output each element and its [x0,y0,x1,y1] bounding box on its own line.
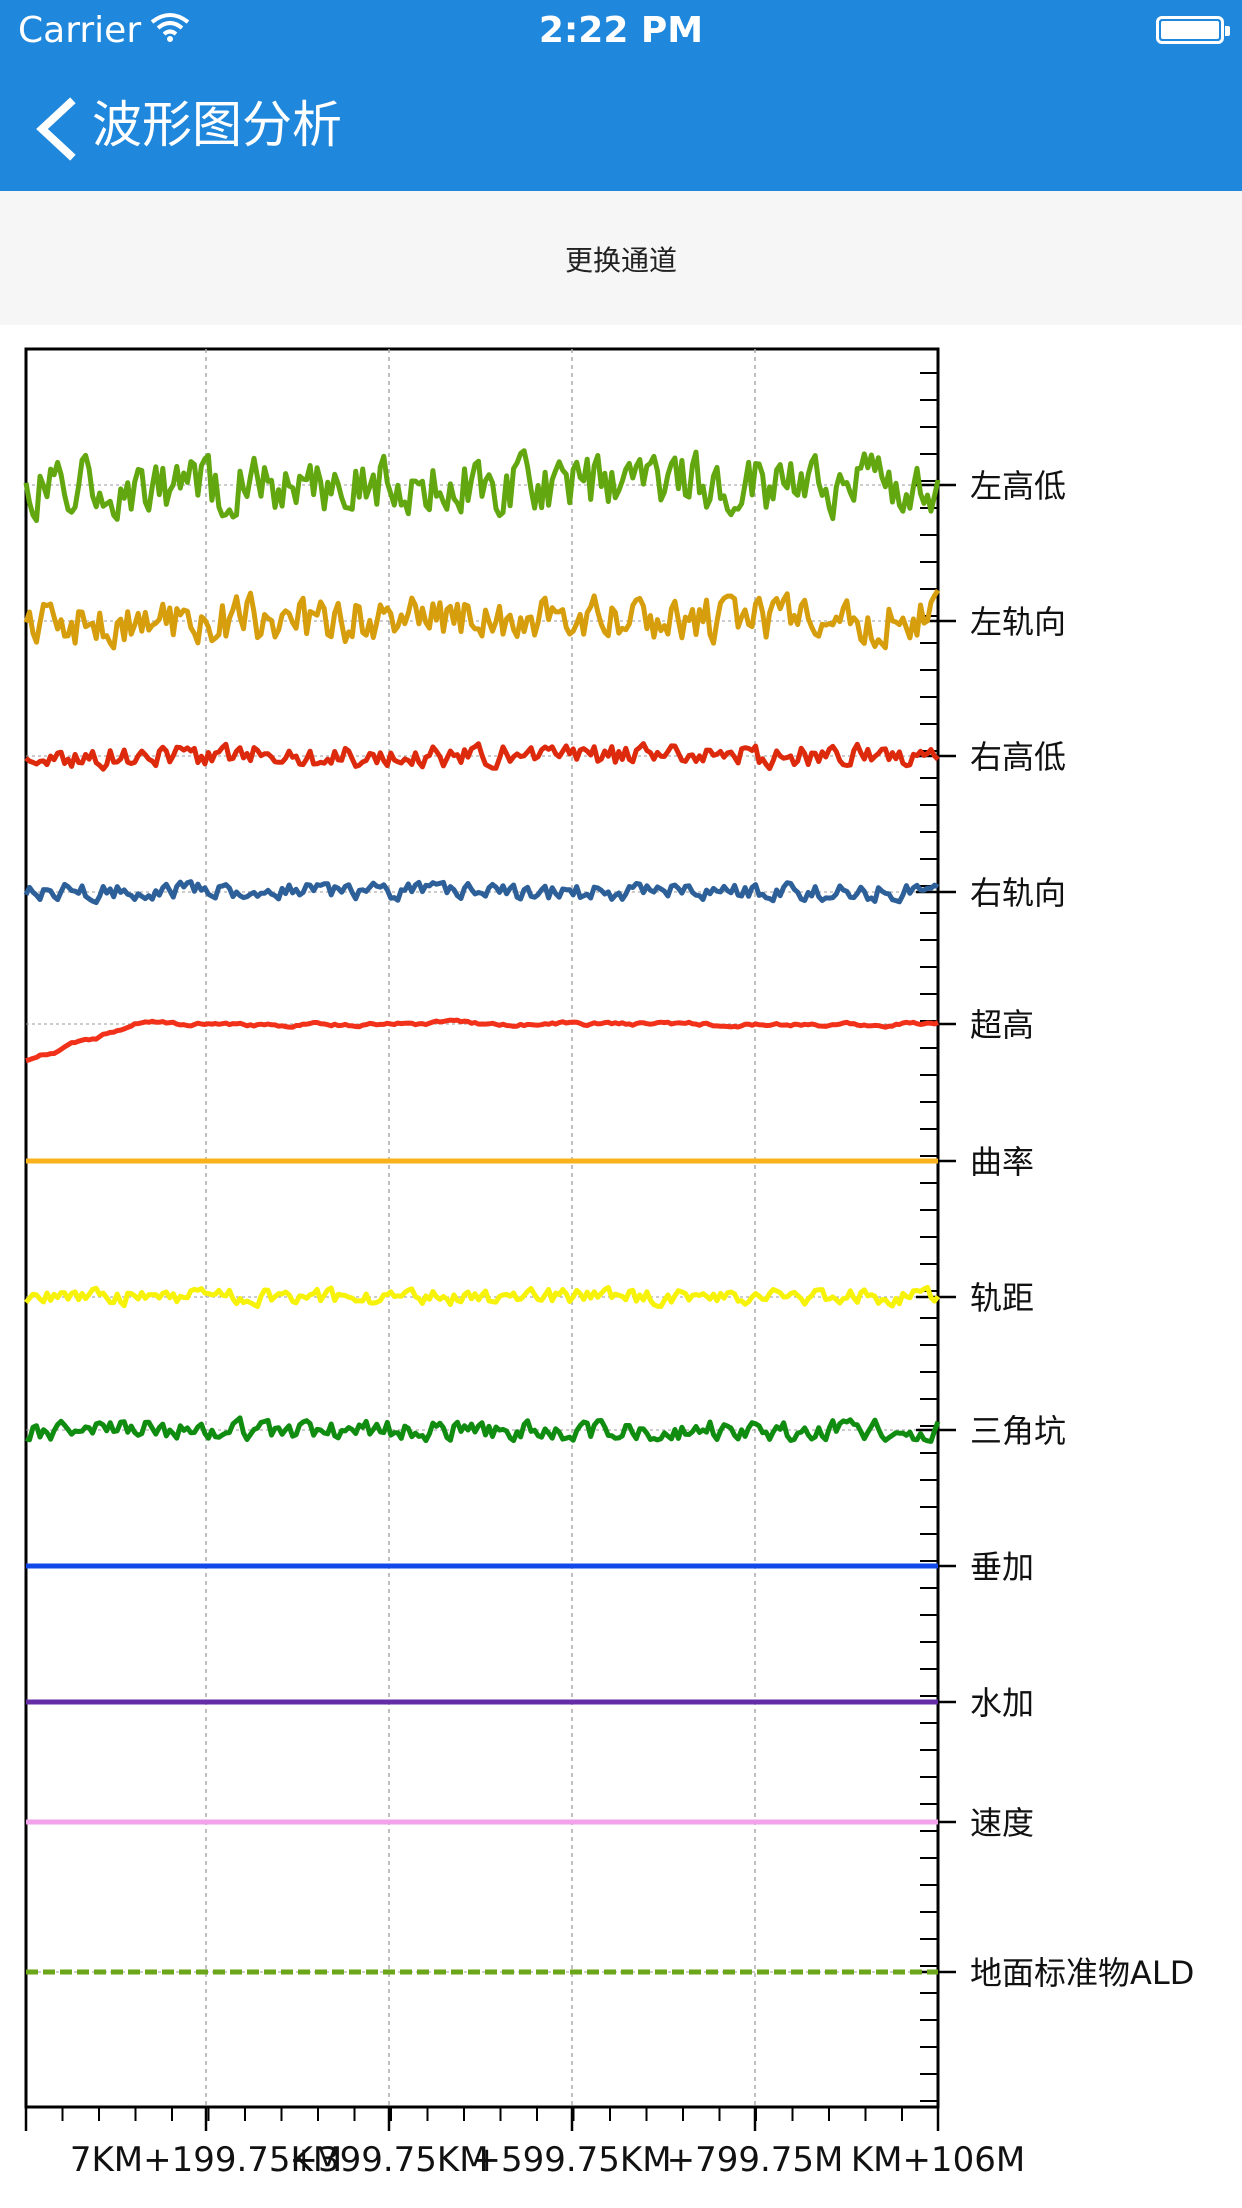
channel-label-10: 速度 [970,1804,1034,1842]
series-line-3 [23,879,940,905]
status-bar: Carrier 2:22 PM [0,0,1242,63]
channel-label-2: 右高低 [970,738,1066,776]
x-tick-label-4: KM+106M [851,2140,1025,2180]
channel-label-5: 曲率 [970,1143,1034,1181]
channel-label-9: 水加 [970,1684,1034,1722]
chevron-left-icon[interactable] [30,97,80,161]
series-line-1 [23,588,941,651]
plot-frame [24,347,940,2109]
status-time: 2:22 PM [538,10,704,51]
channel-label-6: 轨距 [970,1279,1034,1317]
series-line-4 [25,1017,939,1064]
battery-icon [1156,16,1230,44]
x-tick-label-1: +399.75KM [289,2140,488,2180]
x-tick-label-0: 7KM+199.75KM [70,2140,342,2180]
carrier-label: Carrier [18,10,142,51]
channel-label-1: 左轨向 [970,603,1066,641]
channel-label-11: 地面标准物ALD [970,1954,1194,1992]
channel-label-0: 左高低 [970,467,1066,505]
nav-bar: 波形图分析 [0,63,1242,191]
switch-channel-button[interactable]: 更换通道 [521,231,721,287]
series-line-2 [24,741,940,772]
x-tick-label-3: +799.75M [667,2140,844,2180]
page-title: 波形图分析 [92,96,342,154]
channel-label-8: 垂加 [970,1548,1034,1586]
series-line-7 [25,1415,941,1444]
channel-label-7: 三角坑 [970,1412,1066,1450]
channel-label-3: 右轨向 [970,874,1066,912]
channel-label-4: 超高 [970,1006,1034,1044]
series-line-0 [23,448,941,523]
toolbar: 更换通道 [0,191,1242,325]
x-tick-label-2: +599.75KM [472,2140,671,2180]
wifi-icon [150,13,190,42]
series-line-6 [24,1284,941,1310]
